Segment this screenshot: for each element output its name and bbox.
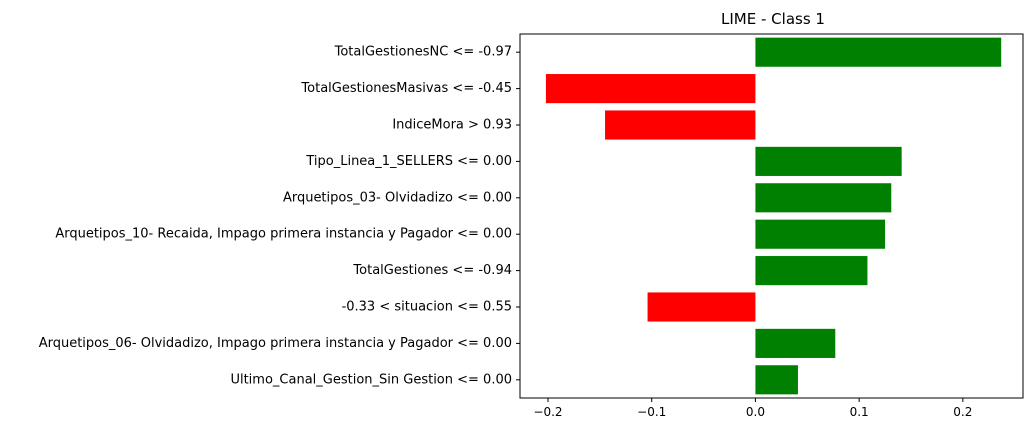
x-tick-label: −0.1: [637, 405, 666, 419]
bar-10: [755, 365, 798, 395]
x-tick-label: 0.1: [850, 405, 869, 419]
category-label: Arquetipos_10- Recaida, Impago primera i…: [55, 227, 512, 242]
chart-title: LIME - Class 1: [721, 10, 825, 28]
x-tick-label: 0.2: [953, 405, 972, 419]
bar-9: [755, 328, 836, 358]
bar-4: [755, 146, 902, 176]
x-tick-label: −0.2: [533, 405, 562, 419]
category-label: IndiceMora > 0.93: [392, 118, 512, 133]
bar-1: [755, 37, 1002, 67]
bar-6: [755, 219, 886, 249]
category-label: -0.33 < situacion <= 0.55: [342, 300, 512, 315]
plot-frame: [519, 33, 1024, 399]
category-label: TotalGestionesMasivas <= -0.45: [300, 81, 512, 96]
bar-5: [755, 183, 892, 213]
bar-2: [545, 74, 756, 104]
category-label: Arquetipos_03- Olvidadizo <= 0.00: [283, 190, 512, 205]
category-label: Ultimo_Canal_Gestion_Sin Gestion <= 0.00: [230, 372, 512, 387]
category-label: TotalGestionesNC <= -0.97: [334, 45, 512, 60]
bar-3: [605, 110, 756, 140]
category-label: Tipo_Linea_1_SELLERS <= 0.00: [305, 154, 512, 169]
bars-layer: [545, 37, 1002, 395]
x-axis-ticks: −0.2 −0.1 0.0 0.1 0.2: [533, 398, 972, 419]
category-label: Arquetipos_06- Olvidadizo, Impago primer…: [39, 336, 512, 351]
category-label: TotalGestiones <= -0.94: [352, 263, 512, 278]
bar-8: [647, 292, 756, 322]
category-labels: TotalGestionesNC <= -0.97 TotalGestionesM…: [39, 45, 520, 387]
bar-7: [755, 256, 868, 286]
x-tick-label: 0.0: [746, 405, 765, 419]
